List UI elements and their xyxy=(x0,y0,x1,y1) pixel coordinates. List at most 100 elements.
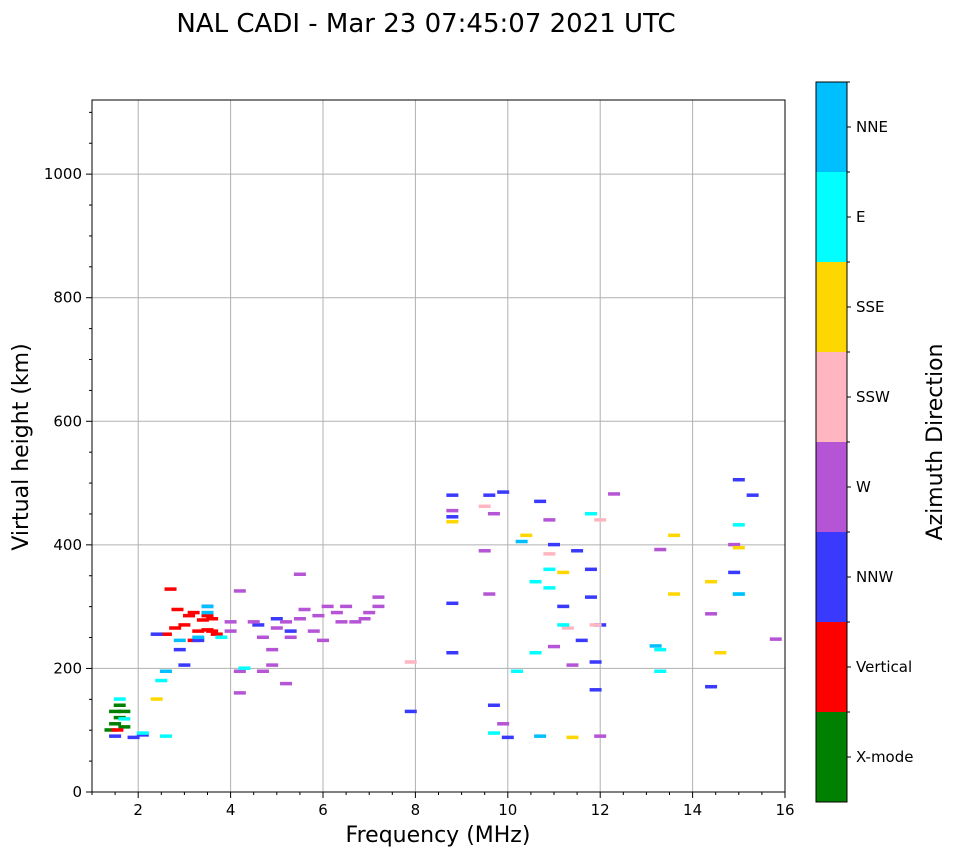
colorbar-swatch xyxy=(816,442,847,532)
data-point xyxy=(594,734,607,738)
x-tick-label: 2 xyxy=(133,801,143,819)
data-point xyxy=(113,703,126,707)
x-tick-label: 14 xyxy=(683,801,702,819)
data-point xyxy=(201,613,214,618)
data-point xyxy=(534,499,547,504)
y-tick-label: 1000 xyxy=(44,165,82,183)
data-point xyxy=(280,620,293,624)
data-point xyxy=(201,610,214,615)
data-point xyxy=(317,638,329,643)
data-point xyxy=(192,638,205,643)
data-point xyxy=(594,518,607,522)
data-point xyxy=(561,626,574,630)
data-point xyxy=(534,734,547,738)
data-point xyxy=(340,604,353,609)
data-point xyxy=(705,579,718,584)
data-point xyxy=(543,586,556,590)
data-point xyxy=(543,567,556,572)
data-point xyxy=(192,635,205,640)
colorbar-tick-label: SSE xyxy=(856,298,885,316)
data-point xyxy=(404,660,417,664)
colorbar-swatch xyxy=(816,532,847,622)
series-w xyxy=(224,492,782,738)
data-point xyxy=(589,660,602,664)
data-point xyxy=(446,493,459,497)
data-point xyxy=(224,629,237,633)
data-point xyxy=(159,669,172,674)
x-tick-label: 8 xyxy=(411,801,421,819)
data-point xyxy=(446,508,459,513)
data-point xyxy=(280,681,293,686)
series-ssw xyxy=(404,504,607,664)
colorbar-tick-label: SSW xyxy=(856,388,890,406)
data-point xyxy=(372,604,385,609)
y-tick-label: 800 xyxy=(53,289,82,307)
colorbar-swatch xyxy=(816,352,847,442)
data-point xyxy=(109,722,122,726)
data-point xyxy=(363,610,376,615)
data-point xyxy=(210,632,223,636)
data-point xyxy=(483,592,496,596)
data-point xyxy=(654,647,667,652)
data-point xyxy=(266,663,279,667)
data-point xyxy=(330,610,343,615)
data-point xyxy=(478,504,491,509)
data-point xyxy=(233,589,246,593)
data-point xyxy=(589,623,602,627)
colorbar-swatch xyxy=(816,82,847,172)
data-point xyxy=(608,492,621,496)
plot-area xyxy=(92,100,785,792)
x-axis-label: Frequency (MHz) xyxy=(346,823,531,848)
colorbar-swatch xyxy=(816,172,847,262)
data-point xyxy=(649,644,662,648)
data-point xyxy=(478,549,491,553)
data-point xyxy=(109,734,122,738)
data-point xyxy=(266,647,279,652)
data-point xyxy=(173,638,186,643)
data-point xyxy=(270,617,283,621)
x-tick-label: 10 xyxy=(498,801,517,819)
data-point xyxy=(446,650,459,655)
data-point xyxy=(159,632,172,636)
data-point xyxy=(584,567,597,572)
data-point xyxy=(183,613,196,618)
data-point xyxy=(312,613,325,618)
axes: 2 4 6 8 10 12 14 16 0 200 400 600 800 1000 xyxy=(44,111,795,819)
data-point xyxy=(164,587,177,591)
data-point xyxy=(732,477,745,482)
data-point xyxy=(247,620,260,624)
data-point xyxy=(728,570,741,575)
data-point xyxy=(668,592,681,596)
data-point xyxy=(109,709,122,714)
data-point xyxy=(238,666,251,670)
data-point xyxy=(543,552,556,556)
data-point xyxy=(178,663,191,667)
series-nne xyxy=(159,539,745,738)
colorbar-tick-label: Vertical xyxy=(856,658,912,676)
data-point xyxy=(654,669,667,674)
data-point xyxy=(104,728,117,732)
data-point xyxy=(155,678,168,683)
data-point xyxy=(543,518,556,522)
data-point xyxy=(187,610,200,615)
data-point xyxy=(118,717,131,721)
data-point xyxy=(732,592,745,596)
chart-title: NAL CADI - Mar 23 07:45:07 2021 UTC xyxy=(176,9,675,39)
x-tick-label: 4 xyxy=(226,801,236,819)
data-point xyxy=(136,733,149,737)
data-point xyxy=(566,735,579,740)
data-point xyxy=(206,617,219,621)
data-point xyxy=(487,703,500,707)
data-point xyxy=(256,669,269,674)
data-point xyxy=(293,572,306,577)
data-point xyxy=(256,635,269,640)
data-point xyxy=(404,709,417,714)
data-point xyxy=(192,629,205,633)
data-points xyxy=(104,477,782,740)
data-point xyxy=(118,725,131,729)
data-point xyxy=(584,511,597,516)
data-point xyxy=(769,637,782,641)
data-point xyxy=(252,623,265,627)
colorbar-tick-label: W xyxy=(856,478,871,496)
